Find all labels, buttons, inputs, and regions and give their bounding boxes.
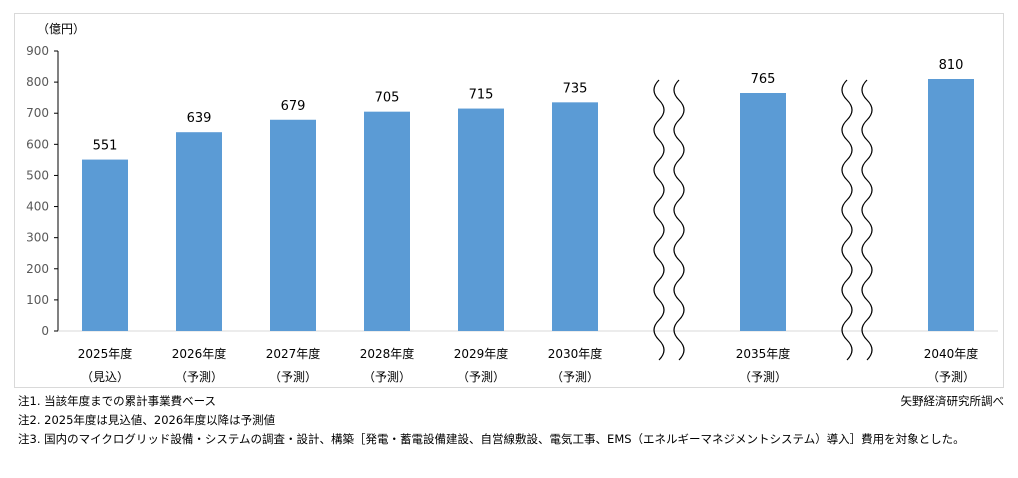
y-tick-label: 200 bbox=[26, 262, 49, 276]
bar bbox=[364, 111, 410, 332]
y-tick-label: 700 bbox=[26, 106, 49, 120]
y-tick-label: 600 bbox=[26, 137, 49, 151]
source-credit: 矢野経済研究所調べ bbox=[900, 394, 1005, 408]
bar bbox=[458, 108, 504, 331]
axis-break-mark bbox=[673, 79, 685, 361]
y-tick-label: 500 bbox=[26, 168, 49, 182]
chart-frame bbox=[14, 13, 1004, 388]
x-tick-label: 2026年度 bbox=[172, 346, 227, 361]
bar bbox=[928, 79, 974, 331]
data-label: 810 bbox=[939, 58, 964, 73]
y-tick-label: 400 bbox=[26, 200, 49, 214]
x-tick-sublabel: （予測） bbox=[739, 370, 787, 384]
x-tick-sublabel: （見込） bbox=[81, 370, 129, 384]
x-tick-label: 2029年度 bbox=[454, 346, 509, 361]
data-label: 715 bbox=[469, 88, 494, 103]
y-tick-label: 100 bbox=[26, 293, 49, 307]
data-label: 765 bbox=[751, 72, 776, 87]
note-1: 注1. 当該年度までの累計事業費ベース bbox=[18, 394, 217, 408]
x-tick-label: 2025年度 bbox=[78, 346, 133, 361]
y-unit-label: （億円） bbox=[37, 22, 85, 36]
x-tick-sublabel: （予測） bbox=[457, 370, 505, 384]
bar bbox=[270, 119, 316, 331]
x-tick-label: 2040年度 bbox=[924, 346, 979, 361]
x-tick-sublabel: （予測） bbox=[551, 370, 599, 384]
bar bbox=[552, 102, 598, 331]
y-tick-label: 300 bbox=[26, 231, 49, 245]
data-label: 639 bbox=[187, 111, 212, 126]
y-tick-label: 0 bbox=[41, 324, 49, 338]
axis-break-mark bbox=[653, 79, 665, 361]
note-3: 注3. 国内のマイクログリッド設備・システムの調査・設計、構築［発電・蓄電設備建… bbox=[18, 432, 965, 446]
axis-break-mark bbox=[861, 79, 873, 361]
note-2: 注2. 2025年度は見込値、2026年度以降は予測値 bbox=[18, 413, 276, 427]
x-tick-label: 2027年度 bbox=[266, 346, 321, 361]
data-label: 679 bbox=[281, 99, 306, 114]
data-label: 551 bbox=[93, 139, 118, 154]
bar bbox=[740, 93, 786, 331]
data-label: 735 bbox=[563, 81, 588, 96]
x-tick-sublabel: （予測） bbox=[269, 370, 317, 384]
bar bbox=[176, 132, 222, 331]
axis-break-mark bbox=[841, 79, 853, 361]
x-tick-sublabel: （予測） bbox=[175, 370, 223, 384]
x-tick-sublabel: （予測） bbox=[363, 370, 411, 384]
x-tick-label: 2028年度 bbox=[360, 346, 415, 361]
x-tick-label: 2035年度 bbox=[736, 346, 791, 361]
y-tick-label: 800 bbox=[26, 75, 49, 89]
x-tick-label: 2030年度 bbox=[548, 346, 603, 361]
y-tick-label: 900 bbox=[26, 44, 49, 58]
data-label: 705 bbox=[375, 91, 400, 106]
x-tick-sublabel: （予測） bbox=[927, 370, 975, 384]
bar bbox=[82, 159, 128, 331]
